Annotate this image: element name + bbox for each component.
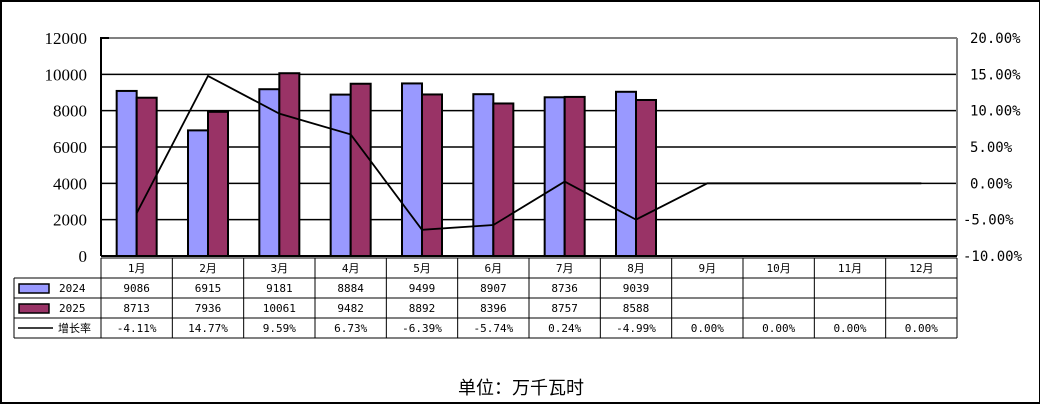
left-tick-label: 6000	[53, 138, 87, 157]
legend-key-2024	[18, 283, 50, 294]
table-header-cell: 5月	[413, 262, 431, 275]
left-tick-label: 0	[79, 247, 88, 266]
right-tick-label: 20.00%	[970, 31, 1021, 47]
table-cell: 6.73%	[334, 322, 367, 335]
table-cell: 9039	[623, 282, 650, 295]
left-tick-label: 4000	[53, 174, 87, 193]
table-header-cell: 9月	[699, 262, 717, 275]
legend-key-2025	[18, 303, 50, 314]
bar-2025	[135, 96, 158, 257]
right-tick-label: 10.00%	[970, 104, 1021, 120]
legend-label: 增长率	[58, 321, 91, 335]
table-header-cell: 10月	[767, 262, 791, 275]
table-cell: 0.00%	[762, 322, 795, 335]
table-cell: 8396	[480, 302, 507, 315]
left-axis-ticks: 12000 10000 8000 6000 4000 2000 0	[45, 29, 88, 266]
table-cell: 0.00%	[905, 322, 938, 335]
table-cell: 8907	[480, 282, 507, 295]
table-cell: 0.24%	[548, 322, 581, 335]
table-header-cell: 2月	[199, 262, 217, 275]
table-cell: 8713	[123, 302, 150, 315]
table-cell: 8892	[409, 302, 436, 315]
table-header-cell: 1月	[128, 262, 146, 275]
bar-2024	[472, 93, 495, 257]
bar-2025	[492, 102, 515, 257]
left-tick-label: 12000	[45, 29, 88, 48]
table-cell: -4.11%	[117, 322, 157, 335]
right-tick-label: -5.00%	[963, 213, 1014, 229]
table-header-cell: 3月	[271, 262, 289, 275]
growth-rate-line	[135, 74, 922, 231]
left-tick-label: 10000	[45, 65, 88, 84]
bar-2025	[421, 93, 443, 257]
bar-2025	[563, 95, 586, 257]
bar-2025	[635, 98, 657, 257]
left-tick-label: 8000	[53, 102, 87, 121]
axes	[100, 37, 958, 257]
table-cell: 9181	[266, 282, 293, 295]
bar-2024	[115, 89, 138, 257]
bar-series	[115, 72, 657, 257]
table-header-cell: 6月	[485, 262, 503, 275]
table-cell: 0.00%	[691, 322, 724, 335]
bar-2024	[401, 82, 423, 257]
legend-label: 2025	[59, 302, 86, 315]
gridlines	[101, 73, 957, 221]
table-cell: 7936	[195, 302, 222, 315]
data-table: 1月 2月 3月 4月 5月 6月 7月 8月 9月 10月 11月 12月 2024 9086 6915 9…	[13, 257, 958, 339]
bar-2025	[349, 82, 372, 257]
unit-label: 单位：万千瓦时	[458, 378, 584, 399]
right-tick-label: -10.00%	[963, 249, 1023, 265]
table-cell: 8588	[623, 302, 650, 315]
table-cell: -4.99%	[616, 322, 656, 335]
table-header-cell: 4月	[342, 262, 360, 275]
bar-2024	[329, 93, 352, 257]
table-cell: 6915	[195, 282, 222, 295]
right-tick-label: 0.00%	[970, 176, 1013, 192]
table-cell: 9086	[123, 282, 150, 295]
table-header-cell: 11月	[838, 262, 862, 275]
bar-2024	[543, 96, 566, 257]
table-cell: 14.77%	[188, 322, 228, 335]
table-header-cell: 8月	[627, 262, 645, 275]
table-cell: 9499	[409, 282, 436, 295]
bar-2024	[187, 129, 209, 257]
table-cell: 0.00%	[833, 322, 866, 335]
table-cell: 8736	[551, 282, 578, 295]
right-tick-label: 15.00%	[970, 67, 1021, 83]
right-axis-ticks: 20.00% 15.00% 10.00% 5.00% 0.00% -5.00% -10.00…	[963, 31, 1023, 265]
table-cell: 9482	[337, 302, 364, 315]
table-header-cell: 12月	[909, 262, 933, 275]
legend-label: 2024	[59, 282, 86, 295]
table-cell: -6.39%	[402, 322, 442, 335]
bar-2025	[278, 72, 301, 257]
right-tick-label: 5.00%	[970, 140, 1013, 156]
table-cell: 8757	[551, 302, 578, 315]
table-cell: 8884	[337, 282, 364, 295]
table-cell: 10061	[263, 302, 296, 315]
bar-2025	[207, 110, 229, 257]
bar-2024	[258, 88, 281, 257]
left-tick-label: 2000	[53, 211, 87, 230]
table-cell: -5.74%	[473, 322, 513, 335]
table-header-cell: 7月	[556, 262, 574, 275]
bar-2024	[615, 90, 637, 257]
table-cell: 9.59%	[263, 322, 296, 335]
growth-line	[135, 74, 922, 231]
